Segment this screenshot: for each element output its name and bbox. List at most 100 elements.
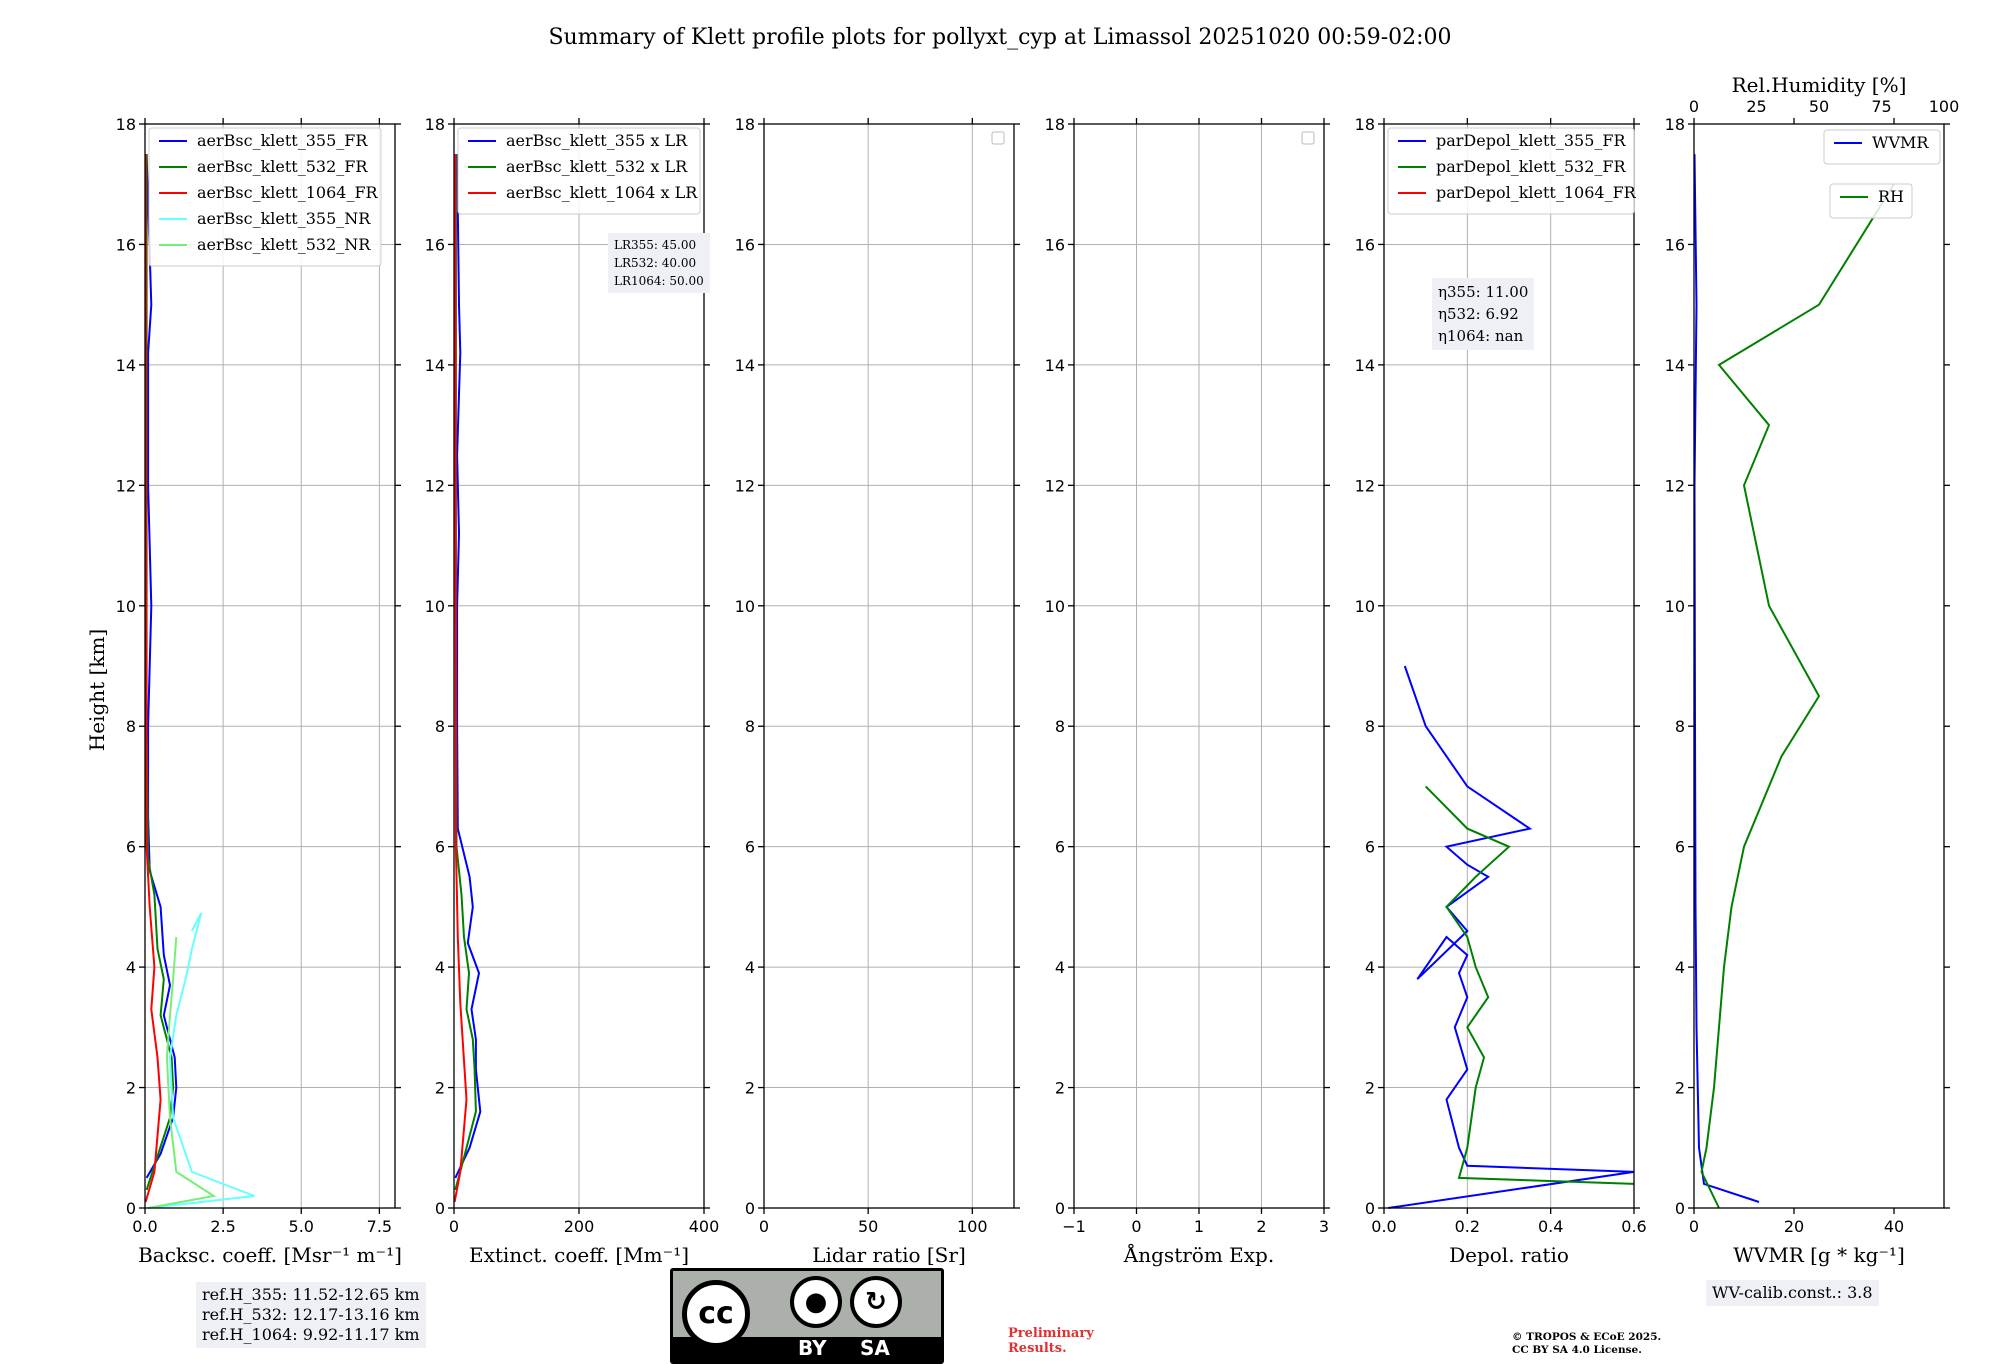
x-tick-label: 0.0: [1371, 1217, 1396, 1236]
y-tick-label: 0: [126, 1199, 136, 1218]
y-tick-label: 2: [1365, 1079, 1375, 1098]
y-tick-label: 16: [116, 235, 136, 254]
y-tick-label: 4: [435, 958, 445, 977]
y-tick-label: 14: [1355, 356, 1375, 375]
y-tick-label: 12: [425, 476, 445, 495]
legend-label: aerBsc_klett_532_FR: [197, 157, 368, 176]
x-tick-label: 50: [858, 1217, 878, 1236]
x-tick-label: 0: [759, 1217, 769, 1236]
refh-532: ref.H_532: 12.17-13.16 km: [202, 1305, 420, 1324]
x-axis-label: WVMR [g * kg⁻¹]: [1733, 1243, 1905, 1267]
legend-label: RH: [1878, 187, 1904, 206]
sa-share-icon: ↻: [850, 1276, 902, 1328]
y-axis-label: Height [km]: [85, 629, 109, 751]
empty-legend-icon: [991, 131, 1005, 145]
x-tick-label: 2.5: [210, 1217, 235, 1236]
x-tick-label: −1: [1062, 1217, 1086, 1236]
x-axis-label: Backsc. coeff. [Msr⁻¹ m⁻¹]: [138, 1243, 402, 1267]
legend-label: aerBsc_klett_355_NR: [197, 209, 371, 228]
axes-frame: [144, 123, 396, 1209]
y-tick-label: 6: [745, 838, 755, 857]
y-tick-label: 18: [1665, 115, 1685, 134]
x-tick-label: 20: [1784, 1217, 1804, 1236]
y-tick-label: 10: [1355, 597, 1375, 616]
x-tick-label: 0: [1689, 1217, 1699, 1236]
y-tick-label: 2: [1055, 1079, 1065, 1098]
y-tick-label: 0: [1365, 1199, 1375, 1218]
x-tick-label: 0.0: [132, 1217, 157, 1236]
x-tick-label: 0.4: [1538, 1217, 1563, 1236]
x-axis-label: Ångström Exp.: [1123, 1242, 1274, 1267]
wv-calib-box: WV-calib.const.: 3.8: [1706, 1280, 1879, 1306]
x-tick-label: 5.0: [289, 1217, 314, 1236]
top-axis-label: Rel.Humidity [%]: [1732, 73, 1907, 97]
figure-title: Summary of Klett profile plots for polly…: [548, 25, 1451, 50]
series-line-aerBsc_klett_532_NR: [147, 936, 217, 1209]
y-tick-label: 18: [735, 115, 755, 134]
y-tick-label: 16: [425, 235, 445, 254]
series-line-aerBsc_klett_1064_FR: [144, 154, 162, 1203]
y-tick-label: 12: [735, 476, 755, 495]
x-tick-label: 400: [689, 1217, 720, 1236]
series-line-aerBsc_klett_355_FR: [145, 154, 178, 1179]
cc-sa-label: SA: [860, 1336, 890, 1360]
top-tick-label: 100: [1929, 97, 1960, 116]
y-tick-label: 0: [745, 1199, 755, 1218]
series-line-aerBsc_klett_355_NR: [147, 912, 255, 1209]
legend-box: [148, 127, 382, 267]
panel-5: 0 2 4 6 8 10 12 14 16 18 0.0 0.2 0.4 0.6 Depol. ratio p…: [1355, 115, 1647, 1267]
top-tick-label: 25: [1746, 97, 1766, 116]
y-tick-label: 6: [1675, 838, 1685, 857]
legend-label: parDepol_klett_355_FR: [1436, 131, 1627, 150]
legend: parDepol_klett_355_FR parDepol_klett_532_…: [1387, 127, 1637, 215]
x-tick-label: 0: [449, 1217, 459, 1236]
y-tick-label: 2: [435, 1079, 445, 1098]
y-tick-label: 14: [116, 356, 136, 375]
legend-label: aerBsc_klett_355 x LR: [506, 131, 688, 150]
y-tick-label: 10: [425, 597, 445, 616]
y-tick-label: 14: [1045, 356, 1065, 375]
series-line-parDepol_klett_355_FR: [1388, 665, 1635, 1209]
x-tick-label: 0.2: [1455, 1217, 1480, 1236]
top-tick-label: 75: [1871, 97, 1891, 116]
lr-532: LR532: 40.00: [614, 256, 697, 270]
y-tick-label: 8: [745, 717, 755, 736]
y-tick-label: 14: [735, 356, 755, 375]
y-tick-label: 16: [1045, 235, 1065, 254]
x-tick-label: 40: [1884, 1217, 1904, 1236]
legend-box: [1823, 129, 1941, 165]
eta-355: η355: 11.00: [1438, 283, 1529, 301]
x-tick-label: 0: [1131, 1217, 1141, 1236]
x-tick-label: 1: [1194, 1217, 1204, 1236]
y-tick-label: 4: [1675, 958, 1685, 977]
y-tick-label: 2: [126, 1079, 136, 1098]
wv-calib-text: WV-calib.const.: 3.8: [1712, 1283, 1873, 1302]
empty-legend-icon: [1301, 131, 1315, 145]
series-line-aerBsc_klett_1064 x LR: [453, 154, 468, 1203]
panel-1: 0 2 4 6 8 10 12 14 16 18 0.0 2.5 5.0 7.5 Backsc. coeff…: [116, 115, 402, 1267]
panel-3: 0 2 4 6 8 10 12 14 16 18 0 50 100 Lidar ratio [Sr]: [735, 115, 1020, 1267]
legend-label: WVMR: [1872, 133, 1929, 152]
y-tick-label: 2: [1675, 1079, 1685, 1098]
y-tick-label: 12: [1045, 476, 1065, 495]
x-tick-label: 2: [1256, 1217, 1266, 1236]
y-tick-label: 0: [435, 1199, 445, 1218]
reference-height-box: ref.H_355: 11.52-12.65 km ref.H_532: 12.1…: [196, 1282, 426, 1348]
eta-532: η532: 6.92: [1438, 305, 1519, 323]
x-axis-label: Depol. ratio: [1449, 1243, 1569, 1267]
y-tick-label: 14: [425, 356, 445, 375]
by-person-icon: ●: [790, 1276, 842, 1328]
y-tick-label: 6: [435, 838, 445, 857]
y-tick-label: 10: [1665, 597, 1685, 616]
legend-label: parDepol_klett_532_FR: [1436, 157, 1627, 176]
y-tick-label: 2: [745, 1079, 755, 1098]
y-tick-label: 4: [126, 958, 136, 977]
y-tick-label: 18: [116, 115, 136, 134]
y-tick-label: 6: [1365, 838, 1375, 857]
series-line-RH: [1700, 183, 1895, 1209]
eta-1064: η1064: nan: [1438, 327, 1524, 345]
y-tick-label: 18: [1045, 115, 1065, 134]
legend-label: aerBsc_klett_355_FR: [197, 131, 368, 150]
